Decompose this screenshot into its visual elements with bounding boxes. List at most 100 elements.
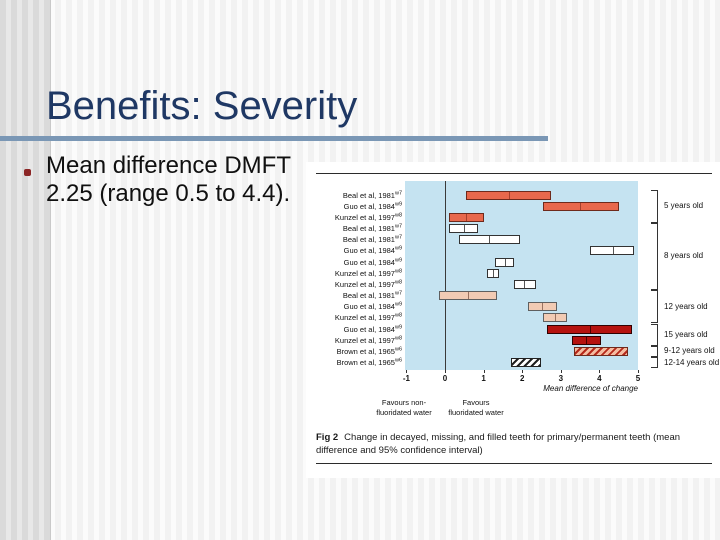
ci-bar [547, 324, 633, 334]
study-label: Guo et al, 1984w9 [343, 301, 402, 312]
study-ref-superscript: w6 [394, 357, 402, 364]
axis-tick-label: 5 [635, 374, 641, 383]
mean-marker [468, 292, 470, 300]
study-ref-superscript: w8 [394, 312, 402, 319]
study-ref-superscript: w9 [394, 257, 402, 264]
axis-tick [406, 370, 408, 373]
study-ref-superscript: w9 [394, 301, 402, 308]
study-ref-superscript: w7 [394, 234, 402, 241]
study-ref-superscript: w6 [394, 346, 402, 353]
x-axis-label: Mean difference of change [543, 384, 638, 393]
study-label: Kunzel et al, 1997w8 [334, 268, 402, 278]
zero-line [445, 181, 446, 370]
study-label: Kunzel et al, 1997w8 [334, 312, 402, 323]
study-label: Guo et al, 1984w9 [343, 257, 402, 267]
group-bracket [651, 290, 658, 324]
study-label: Beal et al, 1981w7 [342, 223, 402, 233]
group-bracket [651, 323, 658, 346]
mean-marker [589, 325, 591, 333]
axis-tick [638, 370, 639, 373]
bullet-icon [24, 169, 31, 176]
mean-marker [612, 247, 614, 255]
favours-fluoridated-label: Favours fluoridated water [426, 398, 526, 417]
left-stripe-band [0, 0, 51, 540]
study-ref-superscript: w9 [394, 201, 402, 208]
group-label: 8 years old [664, 251, 704, 261]
axis-tick-label: 1 [481, 374, 486, 383]
ci-bar [574, 346, 629, 356]
group-label: 15 years old [664, 329, 708, 339]
figure-panel: Beal et al, 1981w7 Guo et al, 1984w9 Kunze… [306, 162, 720, 478]
study-label: Guo et al, 1984w9 [343, 201, 402, 211]
title-underline [0, 136, 548, 141]
ci-bar [466, 190, 552, 200]
axis-tick-label: 4 [597, 374, 602, 383]
bullet-text: Mean difference DMFT 2.25 (range 0.5 to … [46, 152, 291, 208]
ci-bar [487, 268, 500, 278]
mean-marker [555, 314, 556, 322]
study-label: Kunzel et al, 1997w8 [334, 335, 402, 345]
study-ref-superscript: w9 [394, 245, 402, 252]
figure-bottom-rule [316, 463, 712, 464]
slide-title: Benefits: Severity [46, 84, 358, 128]
favours-non-fluoridated-label: Favours non- fluoridated water [354, 398, 454, 417]
figure-caption: Fig 2 Change in decayed, missing, and fil… [316, 432, 710, 457]
axis-tick-label: 3 [558, 374, 564, 383]
mean-marker [508, 191, 510, 199]
mean-marker [524, 280, 526, 288]
group-bracket [651, 345, 658, 357]
ci-bar [448, 224, 478, 233]
mean-marker [541, 303, 543, 311]
bullet-line-2: 2.25 (range 0.5 to 4.4). [46, 180, 291, 207]
ci-bar [439, 291, 498, 301]
study-label: Brown et al, 1965w6 [336, 357, 402, 368]
group-label: 12 years old [664, 301, 708, 311]
favours-right-line-1: Favours [462, 398, 490, 407]
axis-tick [483, 370, 485, 373]
study-ref-superscript: w9 [394, 324, 402, 331]
group-label: 9-12 years old [664, 346, 715, 356]
study-label: Guo et al, 1984w9 [343, 245, 402, 256]
study-ref-superscript: w8 [394, 279, 402, 286]
ci-bar [495, 257, 515, 267]
ci-bar [510, 358, 542, 368]
study-label: Kunzel et al, 1997w8 [334, 212, 402, 222]
mean-marker [464, 225, 466, 232]
favours-left-line-1: Favours non- [381, 398, 427, 407]
study-ref-superscript: w7 [394, 190, 402, 196]
figure-caption-label: Fig 2 [316, 432, 339, 443]
mean-marker [493, 269, 495, 277]
group-bracket [651, 189, 658, 223]
study-ref-superscript: w8 [394, 335, 402, 342]
mean-marker [580, 202, 582, 210]
axis-tick [599, 370, 601, 373]
figure-top-rule [316, 173, 712, 174]
group-label: 5 years old [664, 201, 704, 211]
study-label: Beal et al, 1981w7 [342, 290, 402, 301]
favours-left-line-2: fluoridated water [376, 407, 432, 417]
mean-marker [489, 236, 491, 244]
mean-marker [504, 258, 506, 266]
study-label: Guo et al, 1984w9 [343, 324, 402, 334]
study-ref-superscript: w7 [394, 223, 402, 230]
axis-tick [560, 370, 562, 373]
study-ref-superscript: w8 [394, 212, 402, 219]
study-label: Kunzel et al, 1997w8 [334, 279, 402, 289]
axis-tick [445, 370, 446, 373]
figure-caption-text: Change in decayed, missing, and filled t… [316, 432, 681, 456]
study-ref-superscript: w7 [394, 290, 402, 297]
study-ref-superscript: w8 [394, 268, 402, 275]
axis-tick [522, 370, 524, 373]
axis-tick-label: 0 [442, 374, 448, 383]
favours-right-line-2: fluoridated water [448, 407, 504, 417]
forest-plot: Beal et al, 1981w7 Guo et al, 1984w9 Kunze… [306, 162, 720, 478]
group-bracket [651, 357, 658, 369]
bullet-line-1: Mean difference DMFT [46, 152, 291, 179]
axis-tick-label: 2 [519, 374, 525, 383]
ci-bar [589, 246, 635, 256]
mean-marker [466, 213, 468, 221]
study-label: Beal et al, 1981w7 [342, 190, 402, 200]
axis-tick-label: -1 [402, 374, 410, 383]
group-bracket [651, 223, 658, 290]
